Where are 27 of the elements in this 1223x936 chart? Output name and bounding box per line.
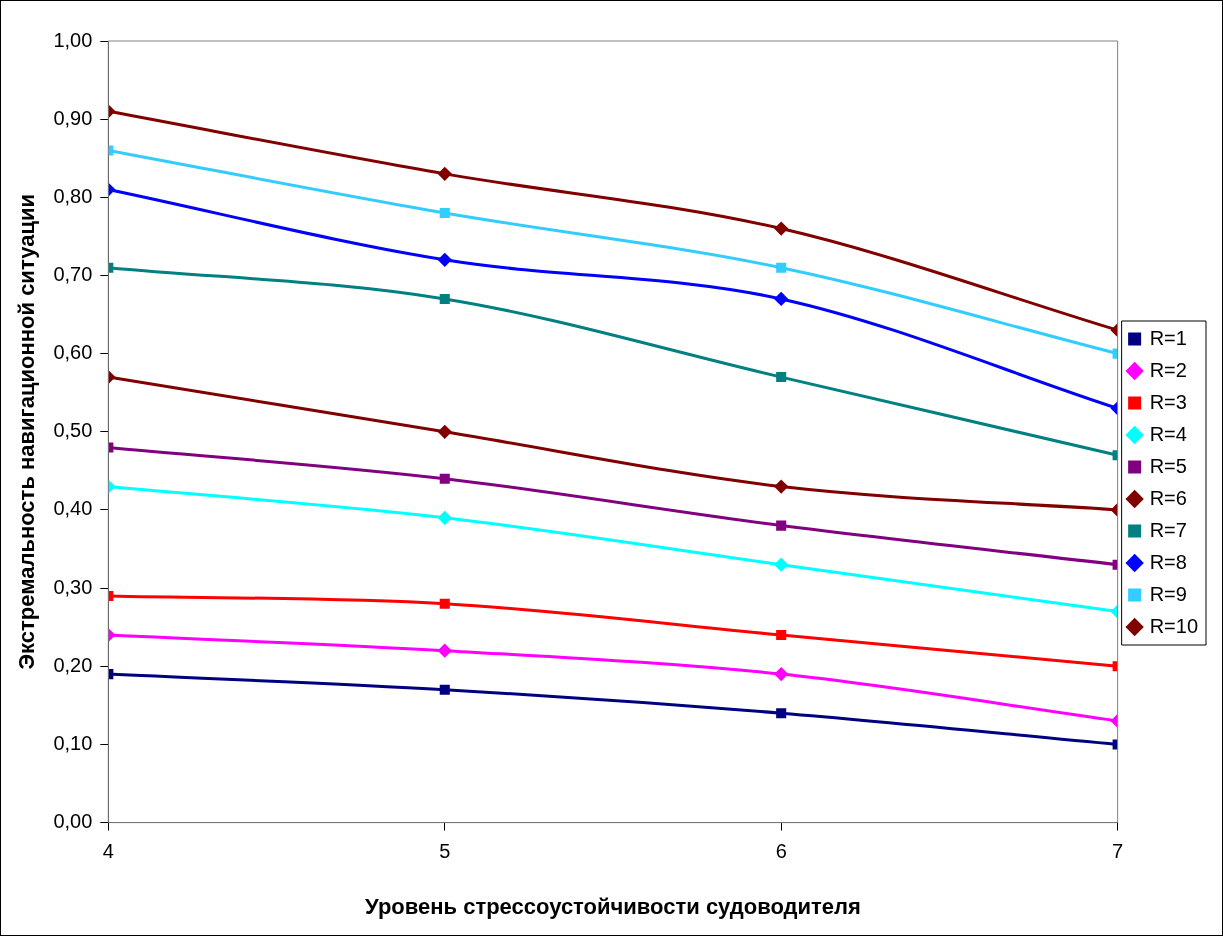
- x-tick-label: 4: [102, 840, 114, 863]
- legend-label: R=8: [1149, 550, 1187, 573]
- legend-label: R=9: [1149, 582, 1187, 605]
- y-tick-label: 1,00: [53, 28, 93, 51]
- y-tick-label: 0,90: [53, 106, 93, 129]
- y-tick-label: 0,40: [53, 497, 93, 520]
- y-tick-label: 0,10: [53, 731, 93, 754]
- y-tick-label: 0,20: [53, 653, 93, 676]
- y-tick-label: 0,50: [53, 419, 93, 442]
- x-tick-label: 6: [775, 840, 787, 863]
- legend-label: R=2: [1149, 358, 1187, 381]
- legend-label: R=7: [1149, 518, 1187, 541]
- legend-label: R=1: [1149, 326, 1187, 349]
- legend-label: R=10: [1149, 614, 1199, 637]
- legend-label: R=6: [1149, 486, 1187, 509]
- y-axis-title: Экстремальность навигационной ситуации: [14, 194, 40, 670]
- x-tick-label: 5: [439, 840, 451, 863]
- y-tick-label: 0,60: [53, 341, 93, 364]
- legend-label: R=3: [1149, 390, 1187, 413]
- y-tick-label: 0,70: [53, 263, 93, 285]
- legend-label: R=4: [1149, 422, 1187, 445]
- legend-label: R=5: [1149, 454, 1187, 477]
- x-tick-label: 7: [1112, 840, 1124, 863]
- x-axis-title: Уровень стрессоустойчивости судоводителя: [365, 893, 861, 919]
- y-tick-label: 0,00: [53, 810, 93, 833]
- y-tick-label: 0,80: [53, 184, 93, 207]
- y-tick-label: 0,30: [53, 575, 93, 598]
